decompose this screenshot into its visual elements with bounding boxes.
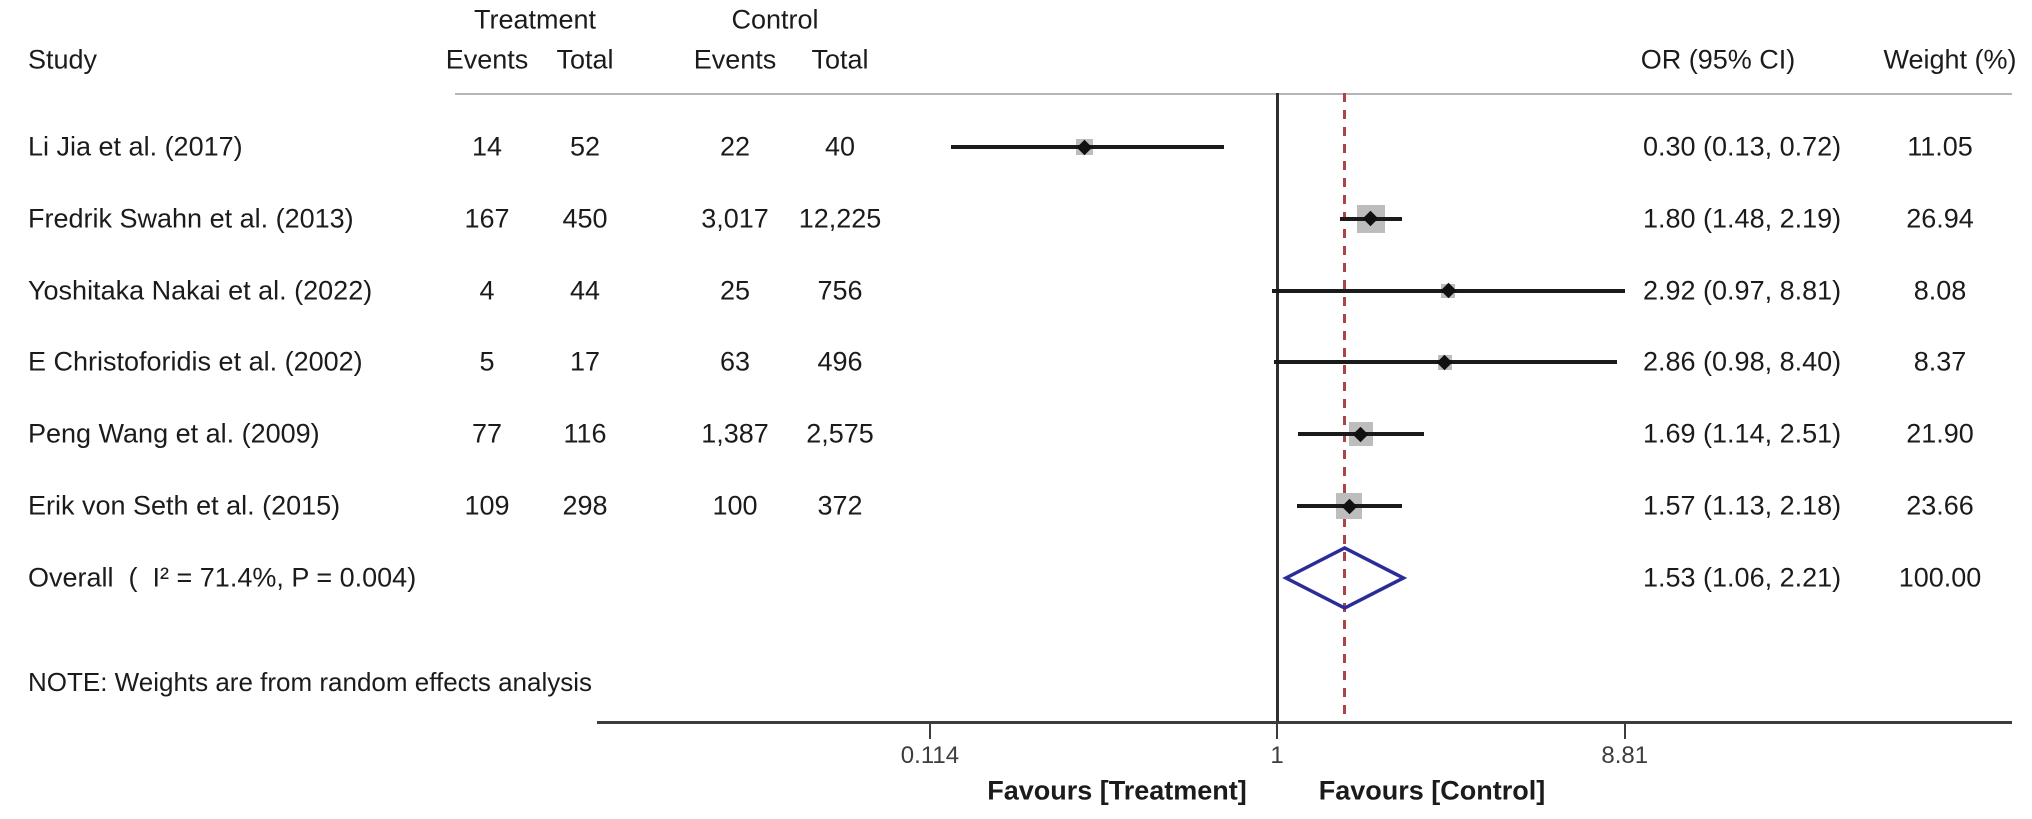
control-events-value: 22 xyxy=(719,131,751,162)
or-ci-value: 1.69 (1.14, 2.51) xyxy=(1643,418,1842,449)
treatment-total-column-header: Total xyxy=(556,44,614,75)
overall-effect-line xyxy=(1343,93,1347,723)
overall-diamond-shape xyxy=(1282,546,1408,610)
favours-control-label: Favours [Control] xyxy=(1318,775,1546,806)
weight-value: 11.05 xyxy=(1907,131,1973,162)
study-label: Erik von Seth et al. (2015) xyxy=(28,490,341,521)
treatment-events-value: 4 xyxy=(479,275,495,306)
treatment-total-value: 17 xyxy=(569,346,601,377)
or-ci-value: 2.86 (0.98, 8.40) xyxy=(1643,346,1842,377)
x-axis-line xyxy=(597,721,2012,724)
treatment-total-value: 116 xyxy=(563,418,607,449)
control-total-column-header: Total xyxy=(811,44,869,75)
control-total-value: 12,225 xyxy=(798,203,882,234)
weight-value: 8.37 xyxy=(1913,346,1967,377)
control-total-value: 40 xyxy=(824,131,856,162)
or-ci-value: 1.57 (1.13, 2.18) xyxy=(1643,490,1842,521)
overall-diamond xyxy=(1282,546,1408,610)
or-ci-value: 1.80 (1.48, 2.19) xyxy=(1643,203,1842,234)
treatment-events-column-header: Events xyxy=(445,44,529,75)
axis-tick-label: 0.114 xyxy=(900,742,960,769)
study-label: Fredrik Swahn et al. (2013) xyxy=(28,203,354,234)
treatment-total-value: 298 xyxy=(562,490,608,521)
control-total-value: 2,575 xyxy=(806,418,874,449)
study-column-header: Study xyxy=(28,44,98,75)
axis-tick-mark xyxy=(1276,723,1278,739)
control-group-header: Control xyxy=(731,4,819,35)
axis-tick-label: 1 xyxy=(1270,742,1284,769)
study-label: E Christoforidis et al. (2002) xyxy=(28,346,363,377)
control-total-value: 372 xyxy=(817,490,863,521)
or-ci-value: 2.92 (0.97, 8.81) xyxy=(1643,275,1842,306)
weight-value: 26.94 xyxy=(1906,203,1974,234)
axis-tick-mark xyxy=(928,723,931,739)
treatment-events-value: 5 xyxy=(479,346,495,377)
study-label: Yoshitaka Nakai et al. (2022) xyxy=(28,275,373,306)
treatment-total-value: 52 xyxy=(569,131,601,162)
or-ci-column-header: OR (95% CI) xyxy=(1640,44,1796,75)
header-rule xyxy=(455,93,2012,95)
treatment-events-value: 109 xyxy=(464,490,510,521)
treatment-events-value: 77 xyxy=(471,418,503,449)
control-events-value: 3,017 xyxy=(701,203,769,234)
or-ci-value: 0.30 (0.13, 0.72) xyxy=(1643,131,1842,162)
axis-tick-mark xyxy=(1623,723,1626,739)
control-total-value: 756 xyxy=(817,275,863,306)
study-label: Peng Wang et al. (2009) xyxy=(28,418,320,449)
treatment-total-value: 450 xyxy=(562,203,608,234)
axis-tick-label: 8.81 xyxy=(1601,742,1649,769)
weight-value: 8.08 xyxy=(1913,275,1967,306)
treatment-group-header: Treatment xyxy=(473,4,597,35)
control-events-value: 1,387 xyxy=(701,418,769,449)
treatment-total-value: 44 xyxy=(569,275,601,306)
study-label: Li Jia et al. (2017) xyxy=(28,131,243,162)
note-text: NOTE: Weights are from random effects an… xyxy=(28,667,593,697)
treatment-events-value: 167 xyxy=(464,203,510,234)
control-events-value: 25 xyxy=(719,275,751,306)
favours-treatment-label: Favours [Treatment] xyxy=(987,775,1247,806)
no-effect-line xyxy=(1276,93,1279,723)
control-events-column-header: Events xyxy=(693,44,777,75)
overall-weight-value: 100.00 xyxy=(1898,562,1982,593)
control-events-value: 100 xyxy=(712,490,758,521)
weight-value: 21.90 xyxy=(1906,418,1974,449)
weight-column-header: Weight (%) xyxy=(1883,44,2017,75)
overall-or-ci-value: 1.53 (1.06, 2.21) xyxy=(1643,562,1842,593)
weight-value: 23.66 xyxy=(1906,490,1974,521)
control-events-value: 63 xyxy=(719,346,751,377)
overall-label: Overall ( I² = 71.4%, P = 0.004) xyxy=(28,562,417,593)
control-total-value: 496 xyxy=(817,346,863,377)
treatment-events-value: 14 xyxy=(471,131,503,162)
